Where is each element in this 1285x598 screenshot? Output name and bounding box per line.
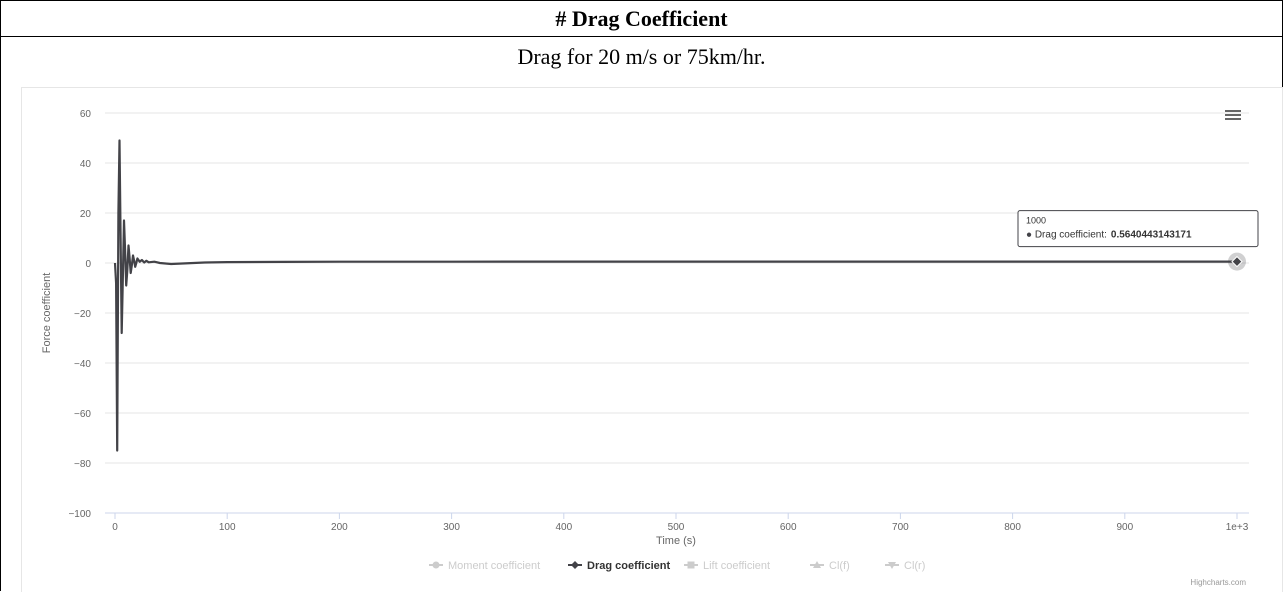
chart-caption: Drag for 20 m/s or 75km/hr. [517, 44, 766, 69]
grid-lines [105, 112, 1249, 514]
legend-symbol-marker [687, 561, 695, 569]
y-tick-label: 0 [85, 259, 91, 270]
hover-point[interactable] [1231, 255, 1243, 268]
x-tick-label: 700 [892, 522, 909, 533]
tooltip: 1000 ● Drag coefficient: 0.5640443143171 [1017, 210, 1259, 248]
x-tick-label: 100 [219, 522, 236, 533]
hamburger-menu-icon[interactable] [1220, 104, 1244, 126]
tooltip-value: 0.5640443143171 [1111, 230, 1192, 241]
legend-item-label[interactable]: Cl(f) [829, 560, 850, 572]
page-title: # Drag Coefficient [1, 1, 1282, 37]
x-tick-label: 600 [780, 522, 797, 533]
x-tick-label: 900 [1116, 522, 1133, 533]
legend-item-label[interactable]: Drag coefficient [587, 560, 670, 572]
x-tick-label: 200 [331, 522, 348, 533]
hover-marker [1228, 252, 1246, 271]
x-tick-label: 500 [668, 522, 685, 533]
tooltip-box [1017, 210, 1259, 248]
legend-symbol-marker [888, 562, 896, 569]
y-tick-label: −100 [68, 509, 91, 520]
tooltip-series-line: ● Drag coefficient: 0.5640443143171 [1026, 230, 1192, 241]
x-tick-label: 1e+3 [1226, 522, 1249, 533]
series-line-drag-coefficient[interactable] [113, 139, 1237, 452]
legend-item-label[interactable]: Moment coefficient [448, 560, 540, 572]
legend: Moment coefficient Drag coefficient Lift c… [429, 560, 925, 572]
x-tick-label: 0 [112, 522, 118, 533]
legend-item-label[interactable]: Cl(r) [904, 560, 925, 572]
tooltip-series-label: Drag coefficient: [1035, 230, 1107, 241]
y-tick-label: −40 [74, 359, 91, 370]
y-axis-label: Force coefficient [41, 273, 53, 354]
x-axis-ticks: 0 100 200 300 400 500 600 700 800 900 1e+3 [112, 513, 1249, 533]
chart-container: 60 40 20 0 −20 −40 −60 −80 −100 0 100 200 300 400 500… [21, 87, 1283, 592]
y-tick-label: 40 [80, 159, 92, 170]
x-tick-label: 400 [555, 522, 572, 533]
legend-symbol-marker [432, 561, 440, 569]
tooltip-x-value: 1000 [1026, 216, 1046, 226]
y-tick-label: −60 [74, 409, 91, 420]
y-tick-label: −80 [74, 459, 91, 470]
x-tick-label: 800 [1004, 522, 1021, 533]
y-tick-label: −20 [74, 309, 91, 320]
y-axis-ticks: 60 40 20 0 −20 −40 −60 −80 −100 [68, 109, 91, 520]
highcharts-credits[interactable]: Highcharts.com [1190, 578, 1246, 587]
x-axis-label: Time (s) [656, 535, 696, 547]
y-tick-label: 60 [80, 109, 92, 120]
legend-symbol-marker [813, 561, 821, 568]
tooltip-bullet: ● [1026, 230, 1035, 241]
legend-symbol-marker [571, 561, 579, 569]
y-tick-label: 20 [80, 209, 92, 220]
legend-item-label[interactable]: Lift coefficient [703, 560, 770, 572]
x-tick-label: 300 [443, 522, 460, 533]
